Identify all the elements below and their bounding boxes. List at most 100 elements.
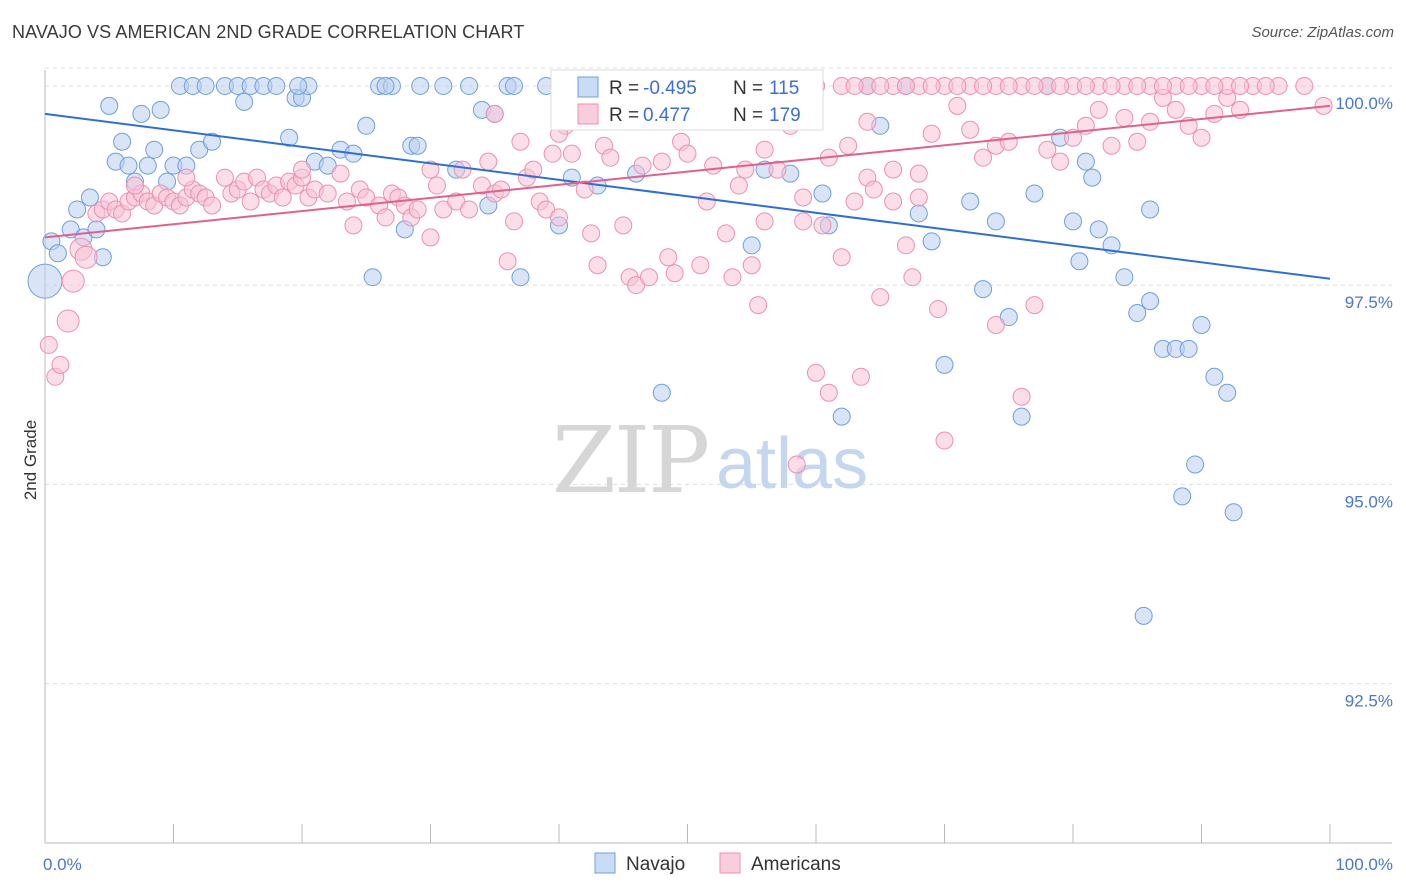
americans-point bbox=[498, 252, 517, 271]
navajo-point bbox=[138, 156, 157, 175]
americans-point bbox=[1153, 76, 1172, 95]
navajo-point bbox=[961, 192, 980, 211]
navajo-point bbox=[813, 184, 832, 203]
americans-point bbox=[742, 256, 761, 275]
americans-point bbox=[639, 268, 658, 287]
americans-point bbox=[1012, 387, 1031, 406]
americans-point bbox=[39, 335, 58, 354]
americans-point bbox=[562, 144, 581, 163]
navajo-point bbox=[357, 116, 376, 135]
americans-point bbox=[318, 184, 337, 203]
americans-point bbox=[293, 160, 311, 179]
americans-point bbox=[1076, 76, 1095, 95]
americans-point bbox=[575, 180, 594, 199]
americans-point bbox=[749, 296, 768, 315]
americans-swatch bbox=[577, 103, 599, 125]
navajo-point bbox=[113, 132, 132, 151]
americans-point bbox=[427, 176, 446, 195]
watermark: ZIP atlas bbox=[552, 407, 868, 514]
americans-point bbox=[1051, 76, 1070, 95]
navajo-point bbox=[1070, 252, 1089, 271]
americans-point bbox=[588, 256, 607, 275]
navajo-point bbox=[151, 100, 170, 119]
americans-point bbox=[1051, 152, 1070, 171]
americans-point bbox=[1025, 296, 1044, 315]
navajo-point bbox=[1186, 455, 1205, 474]
americans-point bbox=[704, 156, 723, 175]
navajo-point bbox=[652, 383, 671, 402]
americans-point bbox=[755, 140, 774, 159]
stat-n-value: 115 bbox=[769, 78, 799, 99]
americans-point bbox=[1115, 108, 1134, 127]
americans-point bbox=[813, 216, 832, 235]
americans-point bbox=[61, 269, 85, 293]
americans-point bbox=[1192, 128, 1211, 147]
americans-point bbox=[961, 120, 980, 139]
legend: Navajo Americans bbox=[594, 852, 841, 875]
navajo-point bbox=[832, 407, 851, 426]
americans-point bbox=[903, 268, 922, 287]
trend-lines bbox=[44, 104, 1331, 280]
americans-point bbox=[177, 168, 196, 187]
americans-point bbox=[601, 148, 620, 167]
americans-point bbox=[421, 160, 440, 179]
navajo-point bbox=[1134, 606, 1153, 625]
americans-point bbox=[633, 156, 652, 175]
americans-trend-line bbox=[44, 104, 1331, 239]
americans-point bbox=[479, 152, 498, 171]
navajo-point bbox=[1089, 220, 1108, 239]
navajo-point bbox=[1064, 212, 1082, 231]
navajo-point bbox=[434, 76, 453, 95]
navajo-point bbox=[48, 244, 67, 263]
americans-point bbox=[511, 132, 530, 151]
americans-point bbox=[717, 224, 736, 243]
americans-point bbox=[755, 212, 774, 231]
navajo-point bbox=[27, 263, 63, 299]
americans-point bbox=[845, 76, 864, 95]
americans-point bbox=[974, 76, 993, 95]
navajo-point bbox=[203, 132, 222, 151]
americans-point bbox=[627, 276, 646, 295]
legend-swatch-americans bbox=[719, 852, 741, 874]
navajo-point bbox=[1025, 184, 1044, 203]
navajo-point bbox=[190, 140, 209, 159]
americans-point bbox=[241, 192, 260, 211]
americans-point bbox=[524, 160, 543, 179]
americans-point bbox=[986, 316, 1005, 335]
navajo-point bbox=[1173, 487, 1192, 506]
americans-point bbox=[1179, 76, 1198, 95]
americans-point bbox=[807, 363, 825, 382]
navajo-swatch bbox=[577, 76, 599, 98]
americans-point bbox=[1102, 76, 1121, 95]
americans-point bbox=[909, 188, 928, 207]
navajo-point bbox=[318, 156, 337, 175]
navajo-point bbox=[280, 128, 299, 147]
navajo-point bbox=[1192, 316, 1211, 335]
americans-point bbox=[922, 76, 941, 95]
navajo-point bbox=[376, 76, 395, 95]
americans-point bbox=[1256, 76, 1275, 95]
navajo-point bbox=[1128, 304, 1147, 323]
americans-point bbox=[884, 160, 903, 179]
americans-point bbox=[1166, 100, 1185, 119]
navajo-point bbox=[196, 76, 215, 95]
americans-point bbox=[215, 168, 234, 187]
americans-point bbox=[678, 144, 697, 163]
americans-point bbox=[1141, 112, 1160, 131]
americans-point bbox=[691, 256, 710, 275]
navajo-point bbox=[145, 140, 164, 159]
americans-point bbox=[1089, 100, 1108, 119]
navajo-point bbox=[87, 220, 106, 239]
stat-r-value: 0.477 bbox=[643, 105, 691, 126]
americans-point bbox=[1231, 76, 1250, 95]
americans-point bbox=[1205, 76, 1224, 95]
americans-point bbox=[832, 248, 851, 267]
navajo-point bbox=[999, 308, 1018, 327]
americans-point bbox=[929, 300, 948, 319]
navajo-point bbox=[1179, 339, 1198, 358]
americans-point bbox=[896, 236, 915, 255]
americans-point bbox=[723, 268, 742, 287]
americans-point bbox=[357, 188, 376, 207]
americans-point bbox=[485, 104, 504, 123]
americans-point bbox=[434, 200, 453, 219]
